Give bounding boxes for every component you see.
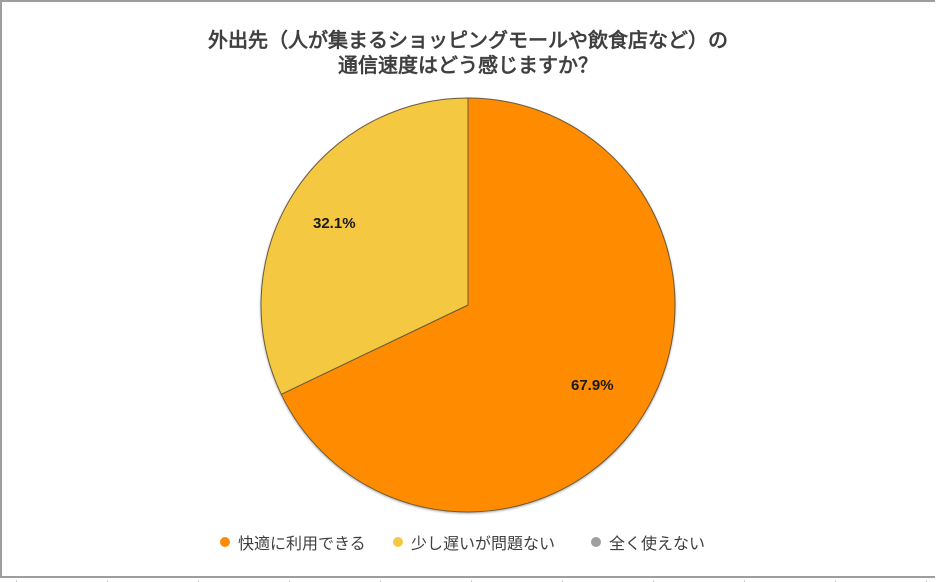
sheet-grid-ticks	[0, 580, 936, 582]
legend-label: 全く使えない	[609, 534, 706, 553]
pie-slice-1[interactable]	[260, 97, 469, 395]
slice-label-sukoshi-osoi: 32.1%	[313, 215, 356, 232]
legend-item-kaiteki[interactable]: 快適に利用できる	[220, 532, 366, 553]
legend-dot-yellow-icon	[393, 537, 403, 547]
legend-label: 少し遅いが問題ない	[411, 534, 556, 553]
chart-title-line-1: 外出先（人が集まるショッピングモールや飲食店など）の	[208, 28, 728, 52]
legend-item-mattaku[interactable]: 全く使えない	[591, 532, 706, 553]
chart-title-line-2: 通信速度はどう感じますか？	[338, 53, 598, 77]
legend-label: 快適に利用できる	[238, 534, 366, 553]
legend-dot-orange-icon	[220, 537, 230, 547]
pie-slice-0[interactable]	[280, 97, 676, 513]
legend-item-sukoshi-osoi[interactable]: 少し遅いが問題ない	[393, 532, 556, 553]
chart-legend: 快適に利用できる 少し遅いが問題ない 全く使えない	[0, 532, 936, 554]
legend-dot-gray-icon	[591, 537, 601, 547]
chart-title: 外出先（人が集まるショッピングモールや飲食店など）の 通信速度はどう感じますか？	[0, 28, 936, 78]
slice-label-kaiteki: 67.9%	[571, 377, 614, 394]
